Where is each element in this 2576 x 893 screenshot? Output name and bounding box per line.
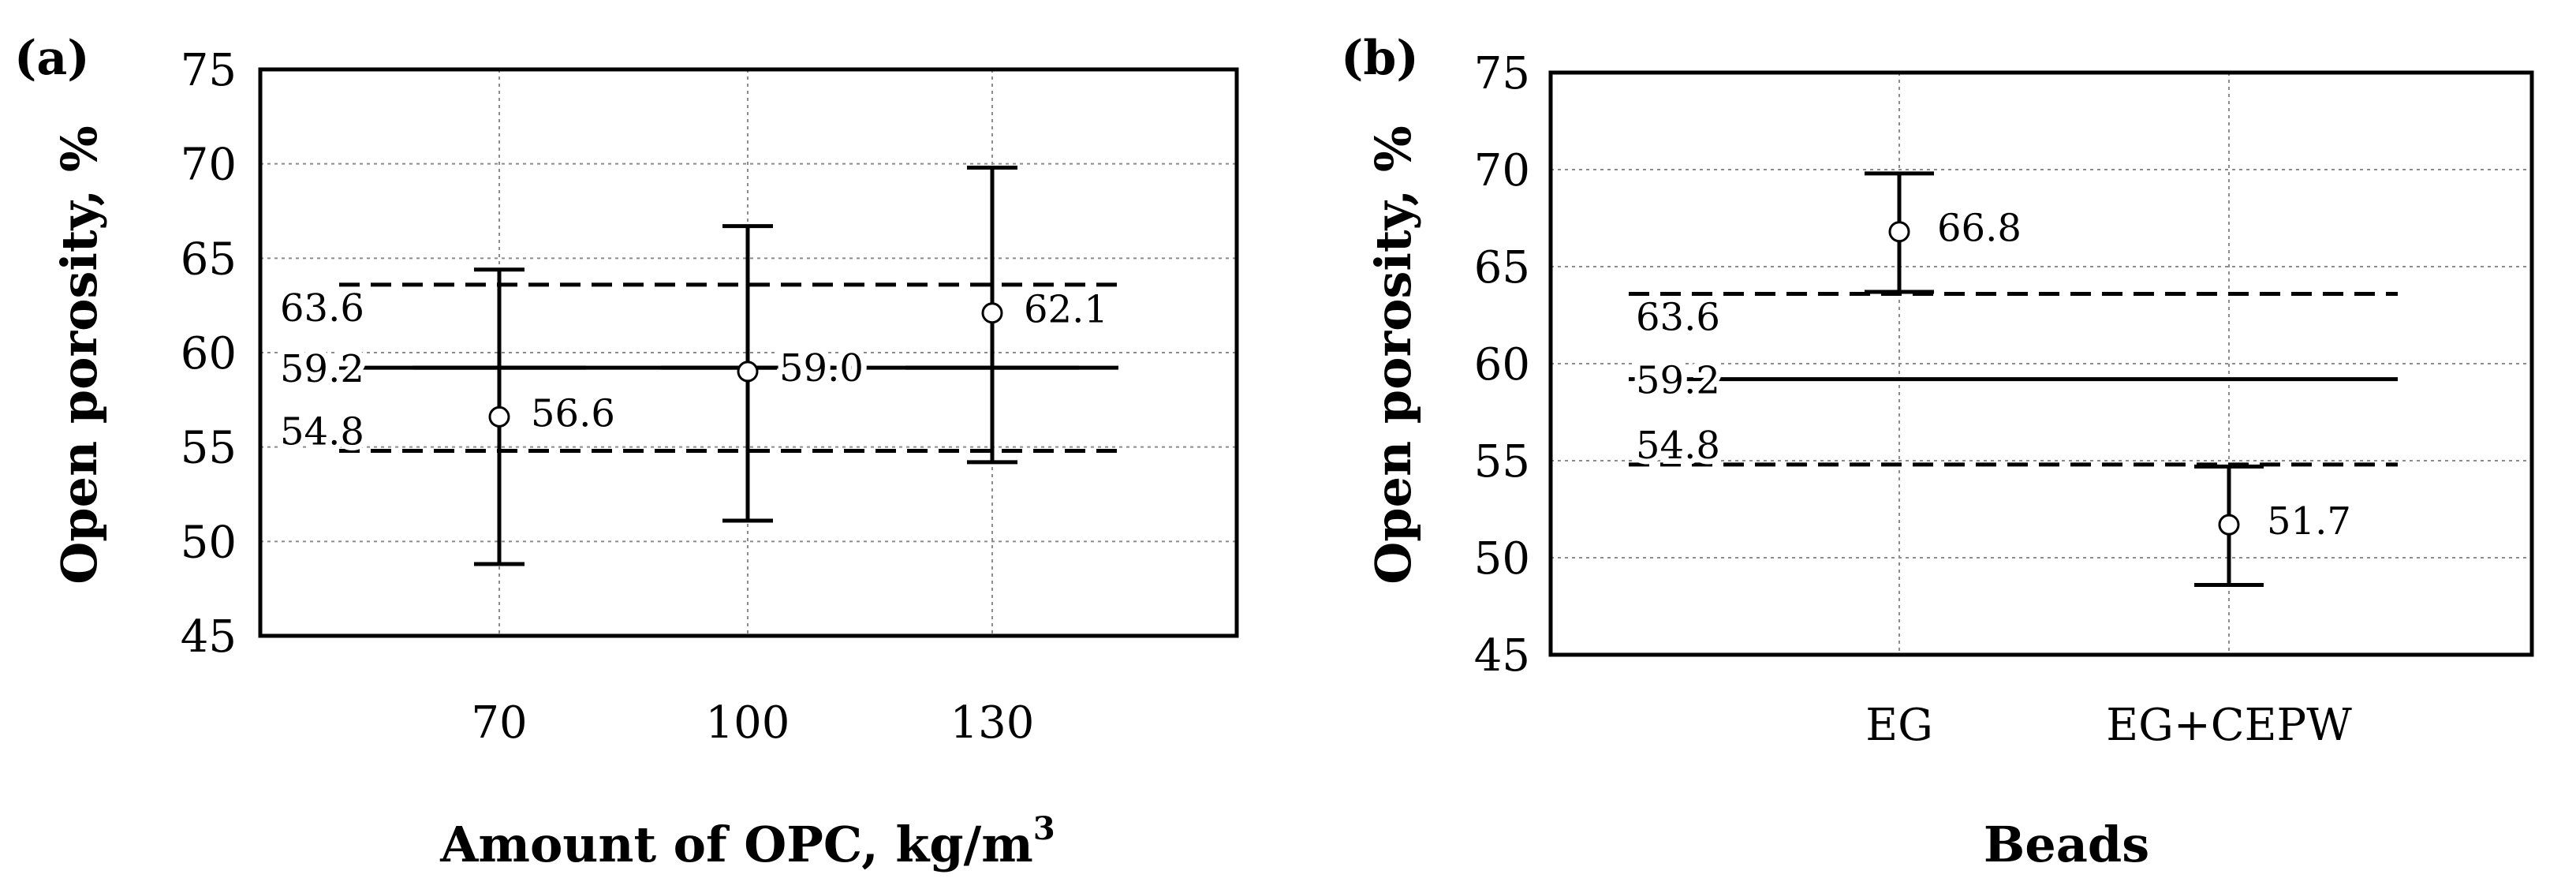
y-axis-title: Open porosity, % (1365, 125, 1422, 584)
y-tick-label-65: 65 (181, 234, 237, 285)
panel-label: (b) (1341, 31, 1419, 86)
x-axis-title-main: Amount of OPC, kg/m (439, 816, 1033, 873)
reference-label-59.2: 59.2 (280, 347, 364, 391)
data-point-0 (488, 405, 510, 428)
y-tick-label-45: 45 (181, 611, 237, 663)
y-tick-label-75: 75 (1474, 48, 1530, 99)
y-tick-label-60: 60 (181, 328, 237, 379)
x-axis-title: Amount of OPC, kg/m3 (439, 810, 1055, 873)
x-tick-label-1: 100 (706, 697, 790, 749)
y-tick-label-75: 75 (181, 45, 237, 96)
y-tick-label-70: 70 (1474, 145, 1530, 196)
panel-a: 45 50 55 60 65 70 75 70 100 130 63.6 59.2 54.8 56.6 59… (14, 31, 1239, 873)
y-tick-label-55: 55 (1474, 436, 1530, 488)
x-tick-label-0: EG (1865, 700, 1933, 751)
y-axis-title: Open porosity, % (50, 125, 108, 584)
data-label-0: 66.8 (1937, 207, 2022, 251)
data-point-0 (1888, 221, 1910, 243)
x-axis-title-superscript: 3 (1033, 810, 1055, 847)
panel-label: (a) (14, 31, 90, 86)
y-tick-label-50: 50 (181, 517, 237, 568)
y-tick-label-65: 65 (1474, 242, 1530, 293)
x-tick-label-1: EG+CEPW (2106, 700, 2352, 751)
data-label-2: 62.1 (1024, 288, 1108, 332)
x-tick-label-2: 130 (950, 697, 1035, 749)
reference-label-54.8: 54.8 (280, 409, 364, 454)
x-axis-title: Beads (1984, 816, 2149, 873)
data-label-1: 51.7 (2267, 499, 2351, 544)
y-tick-label-50: 50 (1474, 533, 1530, 585)
y-tick-label-70: 70 (181, 140, 237, 191)
reference-label-63.6: 63.6 (280, 286, 364, 331)
data-point-1 (2218, 514, 2240, 536)
plot-frame (258, 67, 1239, 638)
y-tick-label-55: 55 (181, 423, 237, 474)
data-label-0: 56.6 (531, 391, 615, 435)
data-label-1: 59.0 (779, 346, 864, 390)
reference-label-59.2: 59.2 (1636, 359, 1720, 403)
y-tick-label-60: 60 (1474, 339, 1530, 390)
data-point-1 (737, 361, 759, 383)
panel-b: 45 50 55 60 65 70 75 EG EG+CEPW 63.6 59.2 54.8 66.8 5… (1341, 31, 2534, 873)
x-tick-label-0: 70 (471, 697, 527, 749)
reference-label-63.6: 63.6 (1636, 295, 1720, 339)
plot-frame (1548, 70, 2534, 657)
y-tick-label-45: 45 (1474, 630, 1530, 682)
data-point-2 (981, 302, 1003, 324)
reference-label-54.8: 54.8 (1636, 424, 1720, 468)
